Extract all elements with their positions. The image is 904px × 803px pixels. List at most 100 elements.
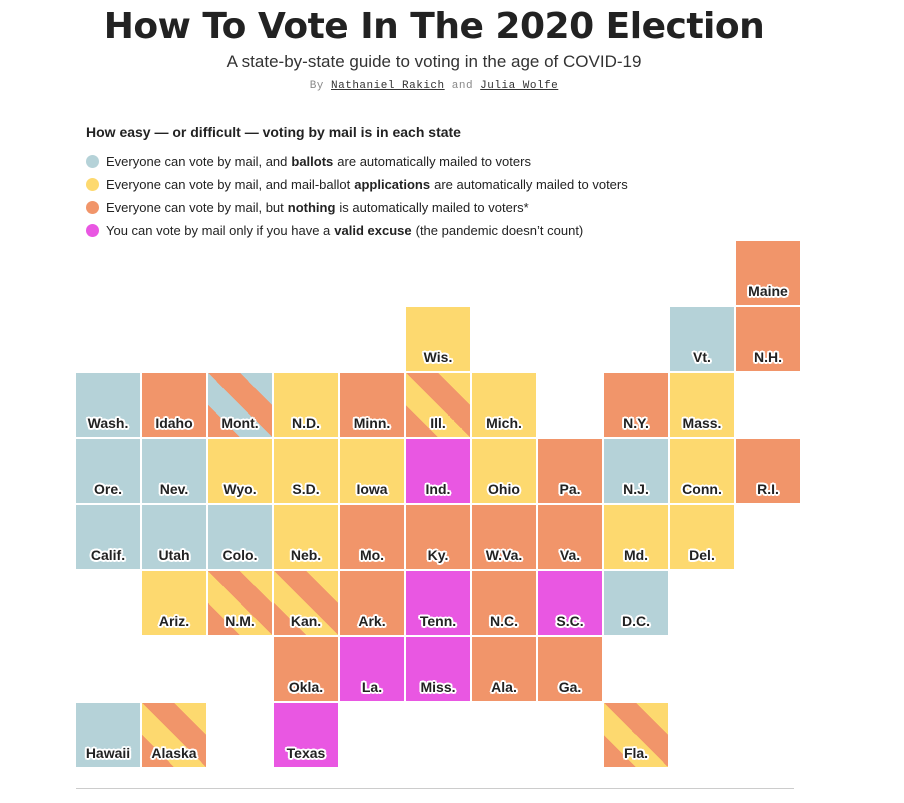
state-label: Wash.	[87, 415, 129, 431]
state-tile-texas[interactable]: Texas	[274, 703, 338, 767]
state-tile-alaska[interactable]: Alaska	[142, 703, 206, 767]
state-tile-nh[interactable]: N.H.	[736, 307, 800, 371]
state-tile-ariz[interactable]: Ariz.	[142, 571, 206, 635]
legend-swatch-applications	[86, 178, 99, 191]
state-tile-tenn[interactable]: Tenn.	[406, 571, 470, 635]
state-tile-wva[interactable]: W.Va.	[472, 505, 536, 569]
state-tile-conn[interactable]: Conn.	[670, 439, 734, 503]
state-tile-md[interactable]: Md.	[604, 505, 668, 569]
byline: By Nathaniel Rakich and Julia Wolfe	[0, 80, 868, 92]
state-label: Vt.	[693, 349, 711, 365]
state-tile-nd[interactable]: N.D.	[274, 373, 338, 437]
author-link-2[interactable]: Julia Wolfe	[480, 80, 559, 92]
state-tile-del[interactable]: Del.	[670, 505, 734, 569]
state-tile-nc[interactable]: N.C.	[472, 571, 536, 635]
legend-text: Everyone can vote by mail, and	[106, 154, 288, 169]
state-label: Del.	[689, 547, 715, 563]
state-tile-dc[interactable]: D.C.	[604, 571, 668, 635]
state-tile-pa[interactable]: Pa.	[538, 439, 602, 503]
state-label: N.Y.	[623, 415, 649, 431]
state-tile-neb[interactable]: Neb.	[274, 505, 338, 569]
state-tile-fla[interactable]: Fla.	[604, 703, 668, 767]
author-link-1[interactable]: Nathaniel Rakich	[331, 80, 445, 92]
state-tile-nj[interactable]: N.J.	[604, 439, 668, 503]
state-label: N.H.	[754, 349, 782, 365]
state-tile-iowa[interactable]: Iowa	[340, 439, 404, 503]
legend-text: Everyone can vote by mail, but	[106, 200, 284, 215]
state-tile-vt[interactable]: Vt.	[670, 307, 734, 371]
legend-text: are automatically mailed to voters	[337, 154, 531, 169]
state-label: Va.	[559, 547, 581, 563]
page-title: How To Vote In The 2020 Election	[103, 6, 765, 47]
state-tile-maine[interactable]: Maine	[736, 241, 800, 305]
state-tile-wash[interactable]: Wash.	[76, 373, 140, 437]
state-label: Wis.	[423, 349, 453, 365]
state-tile-kan[interactable]: Kan.	[274, 571, 338, 635]
legend-emphasis: valid excuse	[334, 223, 412, 238]
state-tile-ala[interactable]: Ala.	[472, 637, 536, 701]
state-label: R.I.	[757, 481, 779, 497]
state-tile-la[interactable]: La.	[340, 637, 404, 701]
state-tile-sc[interactable]: S.C.	[538, 571, 602, 635]
state-label: N.J.	[623, 481, 649, 497]
legend-emphasis: applications	[354, 177, 431, 192]
state-label: Ore.	[93, 481, 122, 497]
state-tile-idaho[interactable]: Idaho	[142, 373, 206, 437]
state-tile-mont[interactable]: Mont.	[208, 373, 272, 437]
state-label: Maine	[748, 283, 788, 299]
state-tile-ark[interactable]: Ark.	[340, 571, 404, 635]
state-label: Utah	[158, 547, 190, 563]
state-label: Ind.	[425, 481, 451, 497]
state-tile-miss[interactable]: Miss.	[406, 637, 470, 701]
state-tile-nev[interactable]: Nev.	[142, 439, 206, 503]
state-tile-hawaii[interactable]: Hawaii	[76, 703, 140, 767]
state-tile-wis[interactable]: Wis.	[406, 307, 470, 371]
state-tile-ny[interactable]: N.Y.	[604, 373, 668, 437]
legend-text: (the pandemic doesn’t count)	[415, 223, 584, 238]
state-label: Wyo.	[223, 481, 257, 497]
state-tile-ri[interactable]: R.I.	[736, 439, 800, 503]
legend-item-applications: Everyone can vote by mail, and mail-ball…	[86, 173, 628, 196]
state-label: Mo.	[359, 547, 385, 563]
state-label: Nev.	[159, 481, 189, 497]
state-tile-mass[interactable]: Mass.	[670, 373, 734, 437]
state-tile-wyo[interactable]: Wyo.	[208, 439, 272, 503]
state-label: W.Va.	[485, 547, 523, 563]
legend-title: How easy — or difficult — voting by mail…	[86, 124, 461, 140]
byline-by: By	[309, 80, 324, 92]
state-tile-mo[interactable]: Mo.	[340, 505, 404, 569]
state-label: Neb.	[290, 547, 322, 563]
state-tile-ore[interactable]: Ore.	[76, 439, 140, 503]
legend-emphasis: nothing	[287, 200, 336, 215]
state-label: La.	[361, 679, 383, 695]
state-label: Texas	[286, 745, 326, 761]
state-label: Idaho	[155, 415, 193, 431]
state-tile-ohio[interactable]: Ohio	[472, 439, 536, 503]
state-label: S.D.	[292, 481, 320, 497]
state-tile-minn[interactable]: Minn.	[340, 373, 404, 437]
state-tile-va[interactable]: Va.	[538, 505, 602, 569]
state-tile-colo[interactable]: Colo.	[208, 505, 272, 569]
state-label: Colo.	[222, 547, 258, 563]
state-label: N.C.	[490, 613, 518, 629]
legend-swatch-ballots	[86, 155, 99, 168]
state-tile-nm[interactable]: N.M.	[208, 571, 272, 635]
page-subtitle: A state-by-state guide to voting in the …	[226, 52, 642, 71]
state-label: Iowa	[356, 481, 388, 497]
state-tile-ill[interactable]: Ill.	[406, 373, 470, 437]
state-tile-calif[interactable]: Calif.	[76, 505, 140, 569]
legend-swatch-excuse	[86, 224, 99, 237]
state-tile-mich[interactable]: Mich.	[472, 373, 536, 437]
state-label: Miss.	[420, 679, 456, 695]
state-tile-ind[interactable]: Ind.	[406, 439, 470, 503]
state-tile-ga[interactable]: Ga.	[538, 637, 602, 701]
state-tile-okla[interactable]: Okla.	[274, 637, 338, 701]
legend-text: are automatically mailed to voters	[434, 177, 628, 192]
state-label: Ill.	[430, 415, 446, 431]
state-label: Ala.	[491, 679, 517, 695]
state-tile-sd[interactable]: S.D.	[274, 439, 338, 503]
state-tile-utah[interactable]: Utah	[142, 505, 206, 569]
state-label: Conn.	[682, 481, 722, 497]
state-tile-ky[interactable]: Ky.	[406, 505, 470, 569]
legend-item-nothing: Everyone can vote by mail, but nothing is …	[86, 196, 628, 219]
